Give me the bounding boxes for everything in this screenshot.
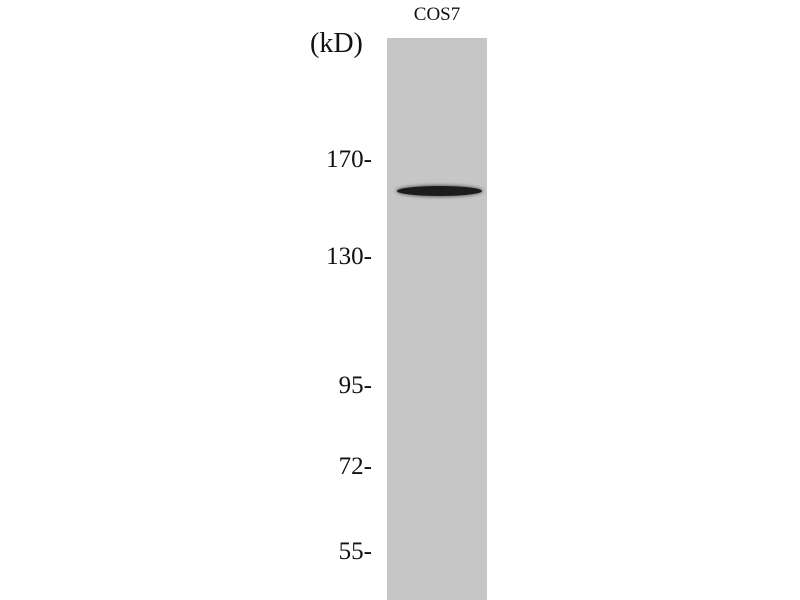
- protein-band: [397, 186, 482, 196]
- marker-170: 170-: [326, 146, 372, 173]
- lane-label: COS7: [413, 4, 461, 25]
- marker-72: 72-: [338, 453, 372, 480]
- unit-label: (kD): [310, 28, 363, 59]
- blot-lane: [387, 38, 487, 600]
- marker-55: 55-: [338, 538, 372, 565]
- marker-130: 130-: [326, 243, 372, 270]
- marker-95: 95-: [338, 372, 372, 399]
